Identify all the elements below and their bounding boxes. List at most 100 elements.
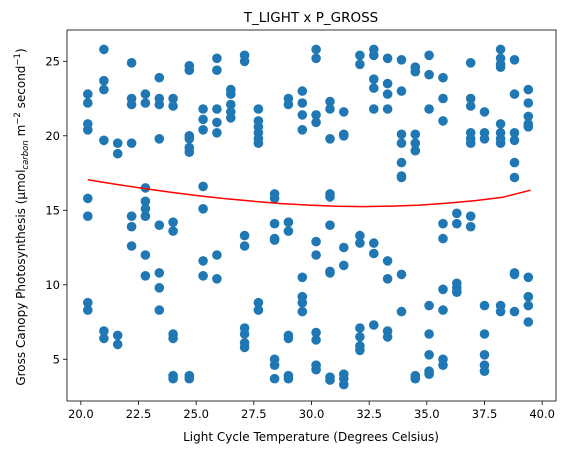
data-point-196: [438, 233, 448, 244]
data-point-237: [509, 172, 520, 183]
data-point-36: [154, 134, 165, 144]
data-point-165: [382, 274, 393, 284]
data-point-123: [311, 335, 321, 345]
data-point-176: [396, 306, 407, 317]
data-point-73: [226, 99, 236, 110]
data-point-239: [509, 269, 520, 280]
data-point-207: [465, 93, 476, 104]
data-point-149: [355, 332, 365, 342]
data-point-58: [198, 114, 208, 125]
data-point-186: [424, 104, 434, 114]
data-point-18: [126, 58, 137, 68]
data-point-205: [452, 287, 462, 298]
data-point-248: [523, 300, 534, 311]
data-point-105: [283, 333, 294, 344]
data-point-103: [283, 226, 294, 236]
data-point-54: [184, 147, 195, 157]
data-point-221: [479, 366, 490, 377]
data-point-109: [297, 98, 308, 108]
data-point-188: [424, 329, 434, 339]
data-point-242: [523, 98, 534, 108]
data-point-46: [168, 333, 178, 344]
data-point-185: [424, 69, 434, 80]
data-point-121: [311, 250, 321, 260]
y-tick-label: 25: [45, 54, 60, 68]
data-point-67: [212, 117, 222, 128]
x-tick-label: 40.0: [529, 407, 555, 421]
x-axis-label: Light Cycle Temperature (Degrees Celsius…: [183, 430, 439, 444]
data-point-4: [83, 193, 93, 204]
data-point-31: [140, 250, 151, 260]
data-point-16: [112, 330, 123, 341]
data-point-23: [126, 221, 137, 232]
data-point-189: [424, 350, 434, 360]
data-point-20: [126, 99, 137, 110]
data-point-81: [239, 329, 250, 339]
data-point-226: [495, 119, 506, 129]
data-point-168: [396, 55, 407, 65]
data-point-218: [479, 329, 490, 339]
data-point-243: [523, 111, 534, 122]
data-point-89: [253, 138, 264, 148]
x-tick-label: 35.0: [414, 407, 440, 421]
data-point-14: [112, 138, 123, 148]
data-point-24: [126, 241, 137, 251]
data-point-219: [479, 350, 490, 360]
data-point-6: [83, 297, 93, 308]
y-label-sup2: −1: [13, 53, 23, 66]
y-label-sup1: −2: [13, 112, 23, 125]
data-point-128: [325, 134, 335, 144]
data-point-110: [297, 110, 308, 120]
data-point-29: [140, 204, 151, 214]
data-point-42: [168, 101, 178, 111]
data-point-138: [339, 131, 349, 141]
data-point-119: [311, 117, 321, 128]
plot-area-frame: [66, 29, 557, 402]
data-point-12: [99, 326, 109, 336]
data-point-158: [369, 248, 379, 259]
data-point-247: [523, 291, 534, 302]
data-point-213: [465, 221, 476, 232]
data-point-222: [495, 44, 506, 55]
data-point-211: [465, 138, 476, 148]
data-point-232: [509, 55, 520, 65]
data-point-214: [479, 107, 490, 117]
fit-curve: [87, 178, 531, 208]
data-point-7: [83, 305, 93, 315]
x-tick-label: 22.5: [126, 407, 152, 421]
data-point-66: [212, 104, 222, 114]
data-point-72: [226, 89, 236, 99]
y-label-subscript: carbon: [21, 140, 31, 169]
data-point-78: [239, 230, 250, 241]
y-label-mid: m: [14, 125, 28, 141]
data-point-0: [83, 89, 93, 99]
data-point-140: [339, 260, 349, 271]
data-point-151: [355, 345, 365, 356]
data-point-206: [465, 58, 476, 68]
data-point-181: [410, 145, 421, 156]
data-point-15: [112, 148, 123, 159]
data-point-118: [311, 110, 321, 120]
data-point-130: [325, 192, 335, 202]
data-point-93: [269, 193, 280, 204]
data-point-22: [126, 211, 137, 221]
data-point-101: [283, 99, 294, 110]
x-tick-label: 27.5: [241, 407, 267, 421]
data-point-17: [112, 339, 123, 350]
data-point-59: [198, 125, 208, 135]
data-point-246: [523, 272, 534, 283]
data-point-38: [154, 268, 165, 278]
x-tick-label: 30.0: [299, 407, 325, 421]
data-point-212: [465, 211, 476, 221]
data-point-155: [369, 83, 379, 93]
data-point-27: [140, 183, 151, 193]
data-point-69: [212, 250, 222, 260]
data-point-139: [339, 242, 349, 253]
data-point-60: [198, 181, 208, 192]
data-point-159: [369, 320, 379, 330]
data-point-48: [168, 373, 178, 384]
data-point-10: [99, 84, 109, 95]
y-tick-label: 10: [45, 278, 60, 292]
data-point-178: [410, 66, 421, 77]
